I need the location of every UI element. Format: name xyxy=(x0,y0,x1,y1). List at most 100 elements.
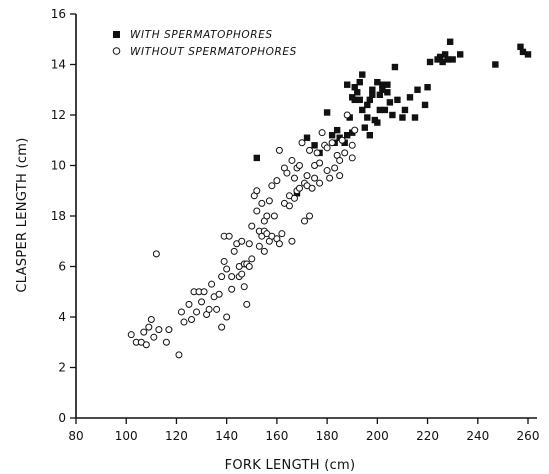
point-without-24 xyxy=(208,280,216,288)
y-tick-label-14: 14 xyxy=(51,58,66,72)
point-with-29 xyxy=(369,86,376,93)
x-tick-label-220: 220 xyxy=(416,429,439,443)
point-without-79 xyxy=(288,237,296,245)
point-with-22 xyxy=(359,106,366,114)
point-with-2 xyxy=(303,134,311,141)
point-without-102 xyxy=(323,144,331,152)
point-with-16 xyxy=(351,84,358,91)
point-with-60 xyxy=(492,61,499,68)
point-without-108 xyxy=(336,172,344,180)
point-with-12 xyxy=(344,81,351,88)
point-with-31 xyxy=(374,119,381,126)
point-without-75 xyxy=(283,169,291,177)
point-with-54 xyxy=(439,58,446,66)
point-without-67 xyxy=(270,212,278,220)
legend-label-with-spermatophores: WITH SPERMATOPHORES xyxy=(130,29,273,41)
point-without-111 xyxy=(343,111,351,119)
x-tick-label-140: 140 xyxy=(215,429,238,443)
point-without-47 xyxy=(245,240,253,248)
point-without-104 xyxy=(328,139,336,147)
point-without-80 xyxy=(290,174,298,182)
point-with-24 xyxy=(364,101,371,109)
point-with-45 xyxy=(401,106,409,114)
point-with-59 xyxy=(457,51,464,58)
x-tick-label-100: 100 xyxy=(115,429,138,443)
point-without-101 xyxy=(323,167,331,175)
point-without-16 xyxy=(188,316,196,324)
point-without-31 xyxy=(220,257,228,265)
point-with-8 xyxy=(333,126,341,134)
legend: WITH SPERMATOPHORES WITHOUT SPERMATOPHOR… xyxy=(112,29,296,58)
point-with-6 xyxy=(328,132,336,139)
point-without-18 xyxy=(193,308,201,316)
y-tick-label-12: 12 xyxy=(51,108,66,122)
point-with-11 xyxy=(344,132,351,139)
point-with-33 xyxy=(376,106,384,114)
point-without-10 xyxy=(162,338,170,346)
point-without-33 xyxy=(223,265,231,273)
y-tick-label-6: 6 xyxy=(58,260,66,274)
point-without-90 xyxy=(303,172,311,180)
point-with-5 xyxy=(323,109,331,116)
point-without-44 xyxy=(240,283,248,291)
point-without-37 xyxy=(230,247,238,255)
point-with-21 xyxy=(359,71,366,78)
point-with-61 xyxy=(517,43,524,51)
point-without-50 xyxy=(248,255,256,263)
point-without-28 xyxy=(218,323,226,331)
point-with-19 xyxy=(356,96,363,104)
point-with-26 xyxy=(366,96,373,104)
point-without-70 xyxy=(275,146,283,154)
point-with-27 xyxy=(366,132,373,139)
point-with-32 xyxy=(374,78,381,86)
point-with-25 xyxy=(364,114,371,121)
y-tick-label-16: 16 xyxy=(51,7,66,21)
point-with-28 xyxy=(369,91,376,98)
point-without-14 xyxy=(180,318,188,326)
x-tick-label-240: 240 xyxy=(466,429,489,443)
point-without-52 xyxy=(253,187,261,195)
point-without-35 xyxy=(228,285,236,293)
point-without-4 xyxy=(142,341,150,349)
point-with-57 xyxy=(446,38,454,45)
point-without-72 xyxy=(278,230,286,238)
point-without-84 xyxy=(295,162,303,169)
point-without-34 xyxy=(225,232,233,240)
point-without-7 xyxy=(150,333,158,341)
point-without-92 xyxy=(306,146,314,154)
point-without-93 xyxy=(308,184,316,192)
point-without-12 xyxy=(175,351,183,359)
point-without-95 xyxy=(311,174,319,182)
point-with-49 xyxy=(421,101,429,109)
point-without-26 xyxy=(213,305,221,313)
point-without-13 xyxy=(177,308,185,316)
point-without-59 xyxy=(260,247,268,255)
point-with-56 xyxy=(444,56,451,63)
point-without-32 xyxy=(223,313,231,321)
y-tick-label-0: 0 xyxy=(58,411,66,425)
x-tick-label-120: 120 xyxy=(165,429,188,443)
point-without-8 xyxy=(152,250,160,258)
point-without-56 xyxy=(258,199,266,207)
point-without-63 xyxy=(265,197,273,205)
point-without-54 xyxy=(255,242,263,250)
x-axis-title: FORK LENGTH (cm) xyxy=(225,458,356,473)
point-with-17 xyxy=(351,96,358,104)
point-without-21 xyxy=(200,288,208,296)
point-without-65 xyxy=(268,182,276,190)
point-without-107 xyxy=(336,156,344,164)
point-without-81 xyxy=(290,194,298,202)
point-without-113 xyxy=(348,141,356,149)
point-without-48 xyxy=(245,263,253,270)
data-points xyxy=(127,38,532,359)
point-with-18 xyxy=(354,89,361,96)
point-with-0 xyxy=(253,154,260,162)
point-without-41 xyxy=(238,270,246,278)
legend-marker-without-spermatophores xyxy=(112,47,121,55)
point-with-42 xyxy=(391,63,399,71)
ticks: 80 100 120 140 160 180 200 220 240 260 0 2 4 6 18 10 12 1… xyxy=(51,7,540,443)
point-with-41 xyxy=(389,111,396,119)
point-without-49 xyxy=(248,222,256,230)
point-without-29 xyxy=(218,273,226,281)
